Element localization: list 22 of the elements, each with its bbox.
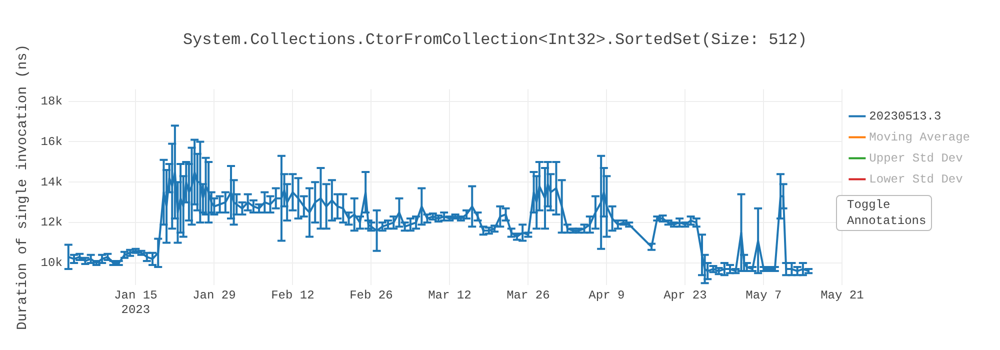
y-tick-label: 14k [40,175,62,190]
legend-label: Upper Std Dev [869,151,963,166]
x-tick-label: Mar 26 [506,288,550,303]
y-tick-label: 12k [40,216,62,230]
chart-title: System.Collections.CtorFromCollection<Int32>.SortedSet(Size: 512) [182,30,808,49]
legend-label: Moving Average [869,130,970,144]
x-tick-label: Feb 12 [271,288,314,303]
text: Toggle Annotations [836,195,932,231]
x-tick-label: Apr 23 [664,288,707,303]
x-tick-label: Feb 26 [350,288,393,303]
y-tick-label: 10k [40,256,62,270]
x-tick-label: Mar 12 [428,288,472,303]
y-tick-label: 16k [40,134,62,149]
y-tick-label: 18k [40,94,62,108]
x-tick-label: Jan 29 [192,288,236,303]
x-tick-label: Jan 15 2023 [114,288,158,317]
y-axis-title: Duration of single invocation (ns) [15,44,32,330]
x-tick-label: Apr 9 [588,288,625,303]
legend-label: Lower Std Dev [869,172,963,186]
legend-label: 20230513.3 [869,109,942,124]
x-tick-label: May 21 [820,288,864,303]
x-tick-label: May 7 [746,288,782,303]
